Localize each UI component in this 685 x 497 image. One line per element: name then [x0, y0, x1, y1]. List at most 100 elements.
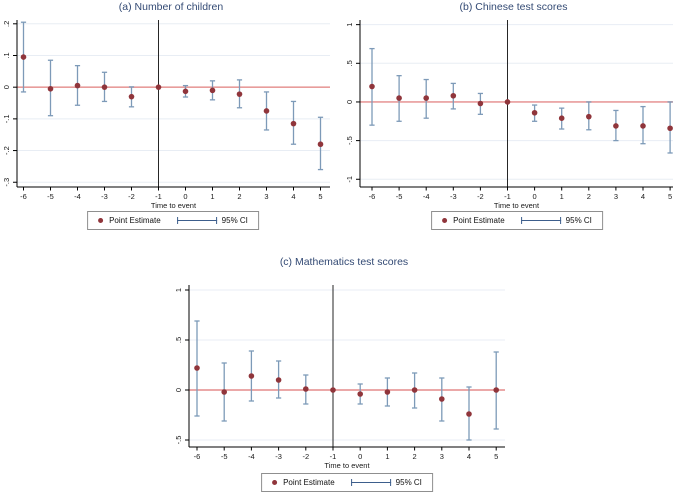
x-tick-label: 4: [641, 192, 645, 201]
legend-point-label: Point Estimate: [283, 478, 335, 487]
point-estimate-marker: [101, 84, 108, 90]
legend: Point Estimate 95% CI: [87, 211, 259, 230]
point-estimate-marker: [493, 387, 500, 393]
point-estimate-marker: [128, 93, 135, 100]
x-tick-label: -4: [423, 192, 430, 201]
x-tick-label: 2: [587, 192, 591, 201]
point-estimate-marker: [182, 88, 189, 95]
point-estimate-marker: [450, 92, 457, 99]
point-estimate-marker: [194, 365, 200, 371]
x-tick-label: -2: [302, 452, 309, 461]
x-axis-title: Time to event: [151, 201, 197, 210]
x-axis-title: Time to event: [324, 461, 370, 470]
y-tick-label: 1: [174, 288, 183, 292]
chart-canvas-chinese-test-scores: 1 .5 0 -.5 -1 -6 -5 -4 -3 -2 -1 0 1 2 3 4 5 Time to event: [345, 20, 673, 210]
x-tick-label: -3: [275, 452, 282, 461]
x-tick-label: 1: [385, 452, 389, 461]
x-tick-label: -6: [20, 192, 27, 201]
x-tick-label: -1: [155, 192, 162, 201]
x-tick-label: -1: [504, 192, 511, 201]
point-estimate-marker: [504, 99, 511, 105]
y-tick-label: -1: [345, 176, 354, 183]
point-estimate-marker: [396, 95, 402, 101]
legend: Point Estimate 95% CI: [431, 211, 603, 230]
y-tick-label: -.5: [174, 436, 183, 445]
point-estimate-marker: [209, 87, 216, 94]
panel-number-of-children: (a) Number of children .2 .1 0 -.1 -.2 -.3 -6 -…: [0, 0, 342, 238]
panel-title: (b) Chinese test scores: [459, 1, 568, 13]
point-estimate-marker: [290, 120, 297, 127]
x-axis-title: Time to event: [494, 201, 540, 210]
chart-canvas-number-of-children: .2 .1 0 -.1 -.2 -.3 -6 -5 -4 -3 -2 -1 0 1 2 3 4 5 Time to …: [2, 20, 330, 210]
y-tick-label: 0: [345, 100, 354, 104]
x-tick-label: -2: [477, 192, 484, 201]
ci-line-icon: [176, 216, 217, 225]
x-tick-label: 0: [183, 192, 187, 201]
y-tick-label: 0: [174, 388, 183, 392]
chart-canvas-mathematics-test-scores: 1 .5 0 -.5 -6 -5 -4 -3 -2 -1 0 1 2 3 4 5 Time to event: [174, 285, 505, 470]
x-tick-label: -5: [47, 192, 54, 201]
x-tick-label: -6: [369, 192, 376, 201]
panel-mathematics-test-scores: (c) Mathematics test scores 1 .5 0 -.5 -6 -5 -…: [158, 255, 530, 497]
x-tick-label: 3: [264, 192, 268, 201]
point-estimate-marker: [303, 386, 309, 392]
point-estimate-marker: [221, 389, 227, 395]
panel-title: (c) Mathematics test scores: [279, 256, 409, 268]
point-estimate-marker: [369, 83, 375, 90]
x-tick-label: 1: [210, 192, 214, 201]
x-tick-label: 4: [291, 192, 295, 201]
point-estimate-marker: [439, 396, 445, 402]
point-estimate-marker: [248, 373, 255, 379]
x-tick-label: -4: [248, 452, 255, 461]
point-estimate-marker: [531, 109, 538, 116]
point-estimate-marker: [667, 125, 673, 132]
x-tick-label: -5: [221, 452, 228, 461]
y-tick-label: -.5: [345, 136, 354, 145]
panel-chinese-test-scores: (b) Chinese test scores 1 .5 0 -.5 -1 -6 -5 -4 -…: [342, 0, 685, 238]
x-tick-label: 1: [560, 192, 564, 201]
legend-point-label: Point Estimate: [109, 216, 161, 225]
point-estimate-marker: [20, 54, 27, 60]
point-estimate-marker: [74, 82, 81, 89]
ci-line-icon: [520, 216, 561, 225]
point-estimate-marker: [423, 95, 429, 101]
point-estimate-marker: [384, 389, 391, 395]
x-tick-label: -6: [194, 452, 201, 461]
point-estimate-marker: [236, 91, 243, 97]
x-tick-label: -2: [128, 192, 135, 201]
point-estimate-icon: [98, 218, 104, 223]
x-tick-label: 3: [614, 192, 618, 201]
point-estimate-marker: [155, 84, 162, 90]
x-tick-label: -1: [330, 452, 337, 461]
point-estimate-marker: [47, 85, 54, 92]
legend: Point Estimate 95% CI: [261, 473, 433, 492]
y-tick-label: .5: [174, 337, 183, 343]
y-tick-label: 1: [345, 23, 354, 27]
x-tick-label: -4: [74, 192, 81, 201]
x-tick-label: 5: [318, 192, 322, 201]
y-tick-label: -.3: [2, 178, 11, 187]
point-estimate-marker: [330, 387, 336, 393]
legend-point-label: Point Estimate: [453, 216, 505, 225]
y-tick-label: 0: [2, 85, 11, 89]
point-estimate-marker: [317, 141, 324, 148]
panel-title: (a) Number of children: [118, 1, 224, 13]
point-estimate-marker: [275, 377, 282, 383]
x-tick-label: -5: [396, 192, 403, 201]
legend-ci-label: 95% CI: [221, 216, 248, 225]
point-estimate-marker: [640, 123, 646, 129]
x-tick-label: -3: [101, 192, 108, 201]
legend-ci-label: 95% CI: [565, 216, 592, 225]
x-tick-label: 4: [467, 452, 471, 461]
y-tick-label: -.2: [2, 146, 11, 155]
point-estimate-icon: [442, 218, 448, 223]
x-tick-label: 0: [533, 192, 537, 201]
point-estimate-marker: [263, 108, 270, 114]
point-estimate-marker: [466, 411, 472, 417]
x-tick-label: 3: [440, 452, 444, 461]
point-estimate-marker: [558, 115, 565, 121]
legend-ci-label: 95% CI: [395, 478, 422, 487]
y-tick-label: .2: [2, 21, 11, 27]
x-tick-label: 5: [494, 452, 498, 461]
